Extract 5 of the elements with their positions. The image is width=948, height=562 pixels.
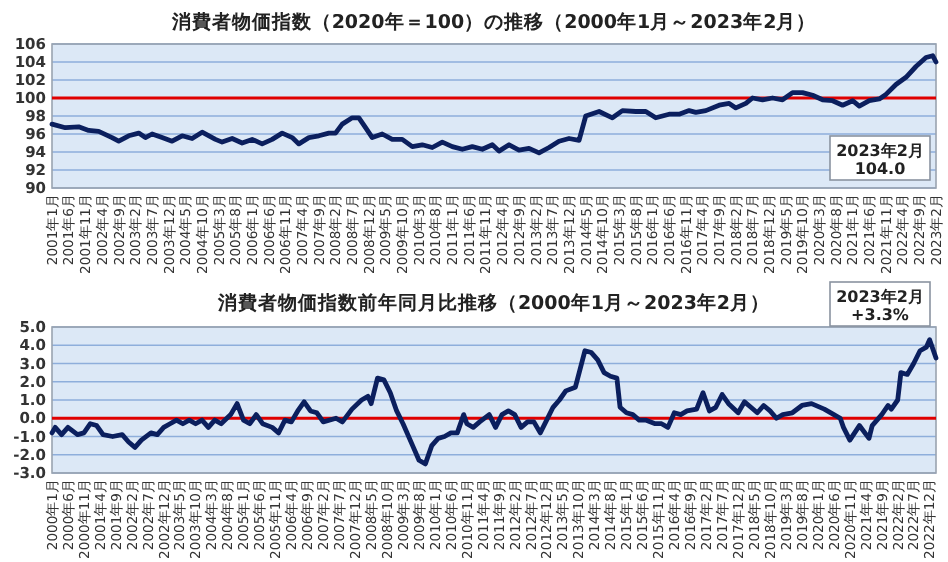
annotation: 2023年2月 104.0 (829, 135, 931, 181)
annotation: 2023年2月 +3.3% (829, 281, 931, 327)
chart-title: 消費者物価指数（2020年＝100）の推移（2000年1月～2023年2月） (169, 10, 817, 34)
chart-title: 消費者物価指数前年同月比推移（2000年1月～2023年2月） (215, 291, 771, 315)
annotation: 2023年2月 104.0 (836, 142, 924, 178)
